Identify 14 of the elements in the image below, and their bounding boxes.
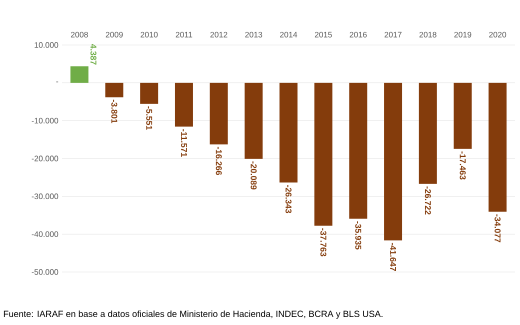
data-label: -3.801 xyxy=(111,100,118,124)
data-label: -35.935 xyxy=(355,221,362,250)
data-label: -5.551 xyxy=(146,106,152,130)
data-label: -34.077 xyxy=(494,214,501,242)
data-label: -26.343 xyxy=(286,185,292,214)
data-label: -20.089 xyxy=(250,161,257,190)
source-note: Fuente: IARAF en base a datos oficiales de Ministerio de Hacienda, INDEC, BCRA y BLS USA. xyxy=(4,310,382,319)
data-label: 4.387 xyxy=(90,44,96,65)
data-label: -16.266 xyxy=(216,146,222,175)
data-label: -11.571 xyxy=(181,129,187,157)
data-label: -37.763 xyxy=(320,228,326,256)
data-label: -17.463 xyxy=(460,151,466,180)
data-label: -41.647 xyxy=(390,242,396,271)
data-label: -26.722 xyxy=(424,186,431,215)
